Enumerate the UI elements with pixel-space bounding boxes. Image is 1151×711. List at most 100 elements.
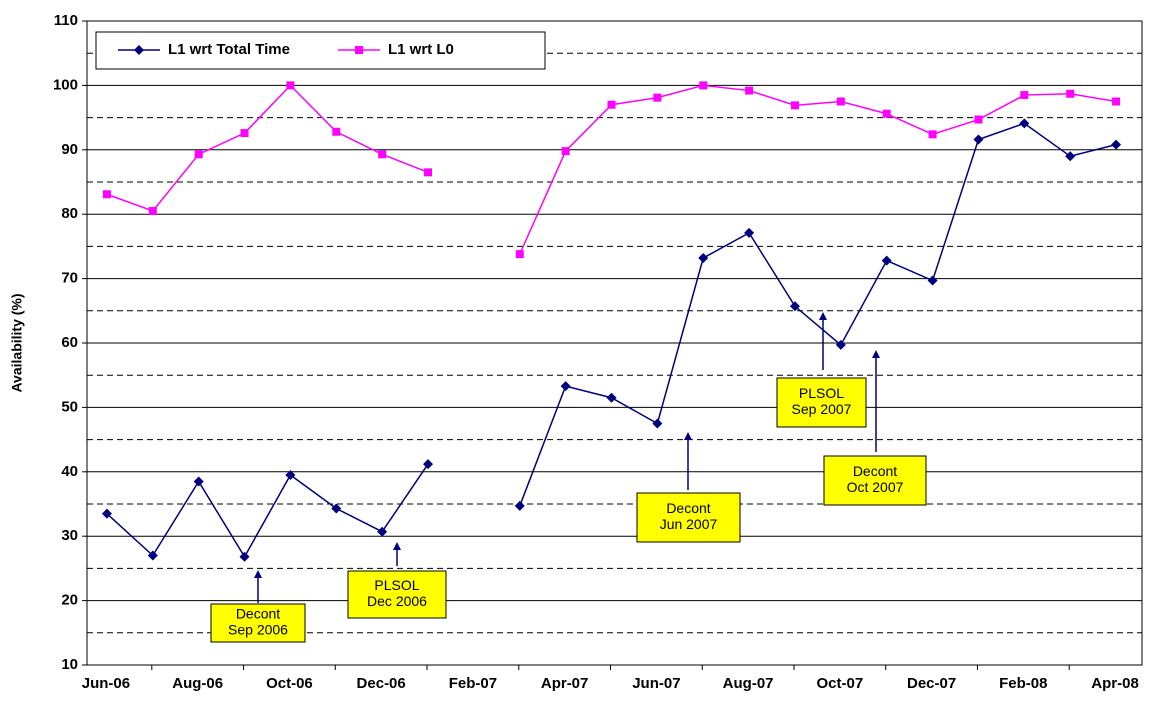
annotation-arrowhead <box>254 570 262 578</box>
data-point <box>744 227 755 238</box>
data-point <box>790 101 799 110</box>
data-point <box>835 339 846 350</box>
legend-label: L1 wrt L0 <box>388 41 454 58</box>
data-point <box>102 190 111 199</box>
y-tick-label: 80 <box>61 205 78 222</box>
y-tick-label: 110 <box>54 12 78 29</box>
x-tick-label: Apr-07 <box>541 675 589 692</box>
annotation-text: Decont <box>853 463 897 479</box>
data-point <box>882 109 891 118</box>
y-tick-label: 20 <box>61 592 78 609</box>
legend-marker <box>134 45 144 55</box>
x-tick-label: Feb-07 <box>449 675 497 692</box>
data-point <box>378 150 387 159</box>
data-point <box>881 255 892 266</box>
data-point <box>101 508 112 519</box>
x-tick-label: Aug-06 <box>172 675 223 692</box>
data-point <box>239 551 250 562</box>
annotation-arrowhead <box>819 312 827 320</box>
y-axis-label: Availability (%) <box>9 293 25 392</box>
y-tick-label: 50 <box>61 398 78 415</box>
data-point <box>698 252 709 263</box>
data-point <box>147 550 158 561</box>
annotation-text: PLSOL <box>799 385 844 401</box>
data-point <box>1065 151 1076 162</box>
annotation-text: Decont <box>666 500 710 516</box>
y-tick-label: 40 <box>61 463 78 480</box>
data-point <box>194 150 203 159</box>
legend-entry: L1 wrt L0 <box>338 41 454 58</box>
data-point <box>148 206 157 215</box>
x-tick-label: Apr-08 <box>1091 675 1139 692</box>
series-line <box>106 122 1117 559</box>
series-line <box>106 84 1117 255</box>
y-tick-label: 70 <box>61 270 78 287</box>
data-point <box>514 500 525 511</box>
legend-marker <box>355 46 363 54</box>
annotation-text: Sep 2006 <box>228 622 288 638</box>
annotation-arrowhead <box>872 350 880 358</box>
data-point <box>745 86 754 95</box>
data-point <box>973 134 984 145</box>
legend-label: L1 wrt Total Time <box>168 41 290 58</box>
annotation-box <box>636 492 741 543</box>
data-point <box>286 81 295 90</box>
data-point <box>424 168 433 177</box>
data-point <box>606 392 617 403</box>
y-tick-label: 100 <box>53 76 78 93</box>
y-tick-label: 90 <box>61 141 78 158</box>
y-tick-label: 30 <box>61 527 78 544</box>
data-point <box>515 250 524 259</box>
data-point <box>1019 118 1030 129</box>
annotation-text: Jun 2007 <box>660 516 718 532</box>
data-point <box>653 93 662 102</box>
data-point <box>1020 91 1029 100</box>
annotation-box <box>776 377 867 428</box>
data-point <box>560 381 571 392</box>
x-tick-label: Jun-07 <box>632 675 680 692</box>
annotation-box <box>210 603 306 643</box>
data-point <box>285 470 296 481</box>
data-point <box>561 147 570 156</box>
data-point <box>974 115 983 124</box>
data-point <box>927 275 938 286</box>
y-tick-label: 10 <box>61 656 78 673</box>
x-tick-label: Aug-07 <box>723 675 774 692</box>
annotation-text: Sep 2007 <box>792 401 852 417</box>
annotation-text: Dec 2006 <box>367 593 427 609</box>
annotation-box <box>347 570 447 619</box>
data-point <box>1112 97 1121 106</box>
y-tick-label: 60 <box>61 334 78 351</box>
annotation-arrowhead <box>393 542 401 550</box>
data-point <box>789 301 800 312</box>
data-point <box>607 100 616 109</box>
data-point <box>1111 139 1122 150</box>
data-point <box>193 476 204 487</box>
x-tick-label: Dec-06 <box>357 675 406 692</box>
data-point <box>331 503 342 514</box>
data-point <box>377 526 388 537</box>
data-point <box>699 81 708 90</box>
plot-border <box>86 20 1143 666</box>
x-tick-label: Dec-07 <box>907 675 956 692</box>
legend-box <box>95 31 546 70</box>
data-point <box>836 97 845 106</box>
data-point <box>423 459 434 470</box>
data-point <box>1066 89 1075 98</box>
data-point <box>652 418 663 429</box>
annotation-text: Oct 2007 <box>847 479 904 495</box>
x-tick-label: Oct-06 <box>266 675 313 692</box>
annotation-arrowhead <box>684 432 692 440</box>
annotation-text: PLSOL <box>374 577 419 593</box>
legend-entry: L1 wrt Total Time <box>118 41 290 58</box>
annotation-text: Decont <box>236 606 280 622</box>
data-point <box>240 129 249 138</box>
x-tick-label: Feb-08 <box>999 675 1047 692</box>
data-point <box>332 127 341 136</box>
